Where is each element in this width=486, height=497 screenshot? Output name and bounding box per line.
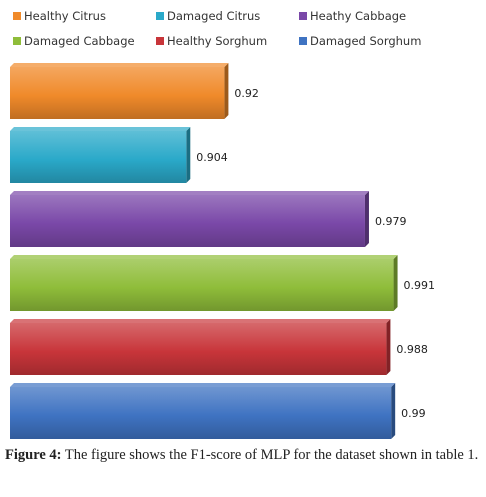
legend-swatch-heathy-cabbage: [299, 12, 307, 20]
legend-label-healthy-citrus: Healthy Citrus: [24, 9, 106, 23]
caption-text: The figure shows the F1-score of MLP for…: [61, 447, 479, 463]
legend-swatch-damaged-sorghum: [299, 37, 307, 45]
figure-caption: Figure 4: The figure shows the F1-score …: [5, 445, 481, 465]
bar-side-damaged-cabbage: [393, 255, 398, 311]
data-label-healthy-sorghum: 0.988: [396, 343, 428, 356]
bar-healthy-sorghum: [10, 323, 387, 375]
bar-top-damaged-citrus: [10, 127, 191, 131]
bar-side-healthy-citrus: [224, 63, 229, 119]
data-label-damaged-sorghum: 0.99: [401, 407, 426, 420]
legend-swatch-damaged-citrus: [156, 12, 164, 20]
legend-label-heathy-cabbage: Heathy Cabbage: [310, 9, 406, 23]
f1-score-chart: Healthy Citrus Damaged Citrus Heathy Cabba…: [10, 9, 436, 439]
legend-label-damaged-sorghum: Damaged Sorghum: [310, 34, 421, 48]
data-label-heathy-cabbage: 0.979: [375, 215, 407, 228]
legend-swatch-healthy-sorghum: [156, 37, 164, 45]
bar-top-healthy-sorghum: [10, 319, 391, 323]
data-label-healthy-citrus: 0.92: [234, 87, 258, 100]
legend-swatch-healthy-citrus: [13, 12, 21, 20]
bar-top-heathy-cabbage: [10, 191, 369, 195]
legend-label-damaged-cabbage: Damaged Cabbage: [24, 34, 135, 48]
chart-canvas: Healthy Citrus Damaged Citrus Heathy Cabba…: [10, 9, 436, 439]
data-label-damaged-cabbage: 0.991: [404, 279, 436, 292]
bar-top-damaged-cabbage: [10, 255, 398, 259]
legend-swatch-damaged-cabbage: [13, 37, 21, 45]
bar-healthy-citrus: [10, 67, 225, 119]
bar-damaged-sorghum: [10, 387, 392, 439]
caption-label: Figure 4:: [5, 447, 62, 463]
bar-side-healthy-sorghum: [386, 319, 391, 375]
bar-heathy-cabbage: [10, 195, 365, 247]
bar-side-damaged-sorghum: [391, 383, 396, 439]
bar-top-damaged-sorghum: [10, 383, 396, 387]
legend-label-damaged-citrus: Damaged Citrus: [167, 9, 260, 23]
bar-side-damaged-citrus: [186, 127, 191, 183]
bar-top-healthy-citrus: [10, 63, 229, 67]
data-label-damaged-citrus: 0.904: [196, 151, 228, 164]
bar-damaged-citrus: [10, 131, 187, 183]
bar-damaged-cabbage: [10, 259, 394, 311]
legend-label-healthy-sorghum: Healthy Sorghum: [167, 34, 267, 48]
bar-side-heathy-cabbage: [364, 191, 369, 247]
